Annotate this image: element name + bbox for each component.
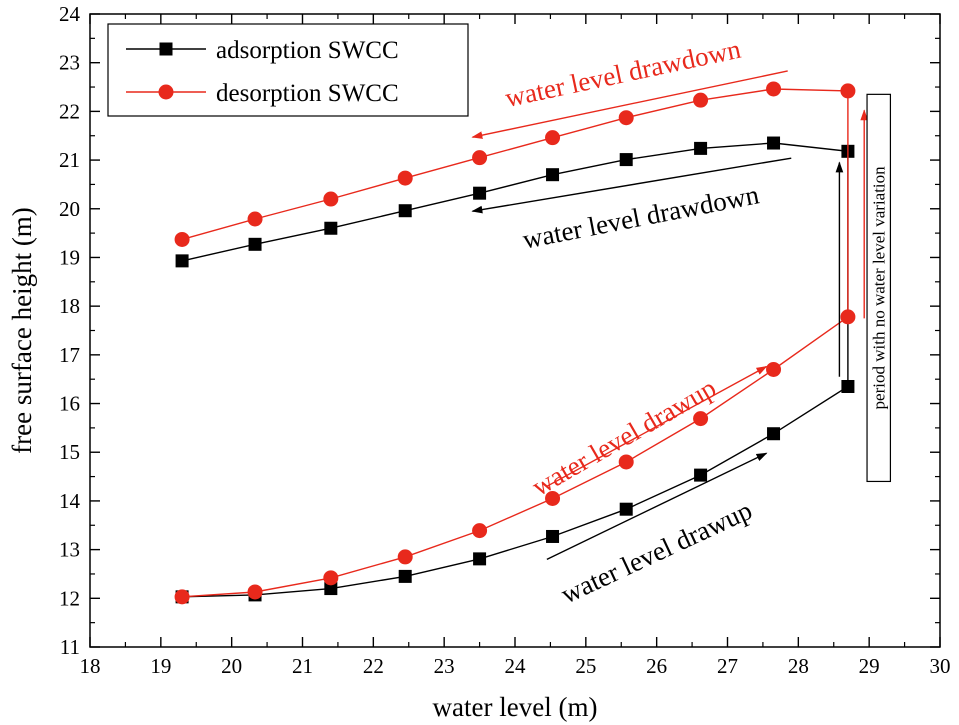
x-tick-label: 24 [505,654,527,678]
y-tick-label: 11 [60,635,80,659]
y-tick-label: 23 [59,51,80,75]
data-point-square [324,221,338,235]
data-point-circle [545,130,561,146]
data-point-circle [174,589,190,605]
data-point-square [248,237,262,251]
legend-box [107,23,469,117]
arrow-red-drawup [546,365,768,487]
data-point-circle [323,570,339,586]
data-point-circle [247,211,263,227]
y-tick-label: 18 [59,294,80,318]
legend: adsorption SWCC desorption SWCC [107,23,469,117]
y-tick-label: 12 [59,586,80,610]
legend-marker-circle [158,84,174,100]
data-point-square [546,529,560,543]
axes: 18 19 20 21 22 23 24 25 26 27 28 29 30 11 12 13 14 15 16 17… [7,2,951,722]
y-tick-label: 15 [59,440,80,464]
y-axis-title: free surface height (m) [7,207,37,454]
x-tick-label: 30 [930,654,951,678]
data-point-circle [766,361,782,377]
data-point-square [546,168,560,182]
series-desorption [174,81,856,605]
data-point-square [619,502,633,516]
legend-entry: adsorption SWCC [126,37,399,64]
no-variation-box [866,93,892,483]
x-tick-label: 29 [859,654,880,678]
data-point-square [175,254,189,268]
data-point-circle [693,411,709,427]
data-point-square [767,136,781,150]
data-point-circle [472,523,488,539]
data-point-square [473,552,487,566]
data-point-circle [397,549,413,565]
series-line [181,88,849,598]
x-tick-label: 23 [434,654,455,678]
y-tick-label: 19 [59,245,80,269]
x-tick-label: 27 [717,654,738,678]
legend-entry: desorption SWCC [126,80,399,107]
data-point-circle [766,81,782,97]
data-point-square [841,379,855,393]
data-point-circle [840,83,856,99]
annotation-red-drawup: water level drawup [527,372,721,501]
x-tick-label: 19 [150,654,171,678]
y-tick-label: 24 [59,2,81,26]
data-point-circle [693,92,709,108]
arrow-black-drawdown [471,157,792,214]
y-tick-label: 17 [59,343,80,367]
data-point-circle [545,490,561,506]
annotation-black-drawdown: water level drawdown [520,179,762,254]
legend-label: adsorption SWCC [216,37,399,64]
data-point-square [473,186,487,200]
data-point-circle [247,584,263,600]
x-tick-label: 22 [363,654,384,678]
data-point-circle [840,309,856,325]
series-layer [174,81,856,605]
data-point-square [694,468,708,482]
data-point-circle [472,150,488,166]
x-tick-label: 20 [221,654,242,678]
x-tick-label: 25 [575,654,596,678]
y-tick-label: 20 [59,197,80,221]
x-tick-label: 18 [80,654,101,678]
data-point-circle [397,170,413,186]
data-point-circle [323,191,339,207]
y-tick-label: 21 [59,148,80,172]
data-point-circle [618,110,634,126]
data-point-square [398,569,412,583]
legend-marker-square [159,42,173,56]
data-point-circle [174,231,190,247]
data-point-square [324,582,338,596]
legend-label: desorption SWCC [216,80,399,107]
arrow-black-drawup [546,452,768,560]
y-tick-label: 13 [59,538,80,562]
y-tick-label: 16 [59,392,80,416]
data-point-square [694,141,708,155]
annotation-black-drawup: water level drawup [556,495,756,610]
x-axis-title: water level (m) [433,692,598,722]
x-tick-label: 28 [788,654,809,678]
data-point-square [398,204,412,218]
series-adsorption [175,136,855,604]
annotation-no-variation: period with no water level variation [870,166,889,410]
data-point-circle [618,454,634,470]
arrow-red-drawdown [471,70,788,139]
y-tick-label: 22 [59,99,80,123]
y-tick-label: 14 [59,489,81,513]
data-point-square [619,153,633,167]
data-point-square [767,427,781,441]
x-tick-label: 26 [646,654,667,678]
x-tick-label: 21 [292,654,313,678]
